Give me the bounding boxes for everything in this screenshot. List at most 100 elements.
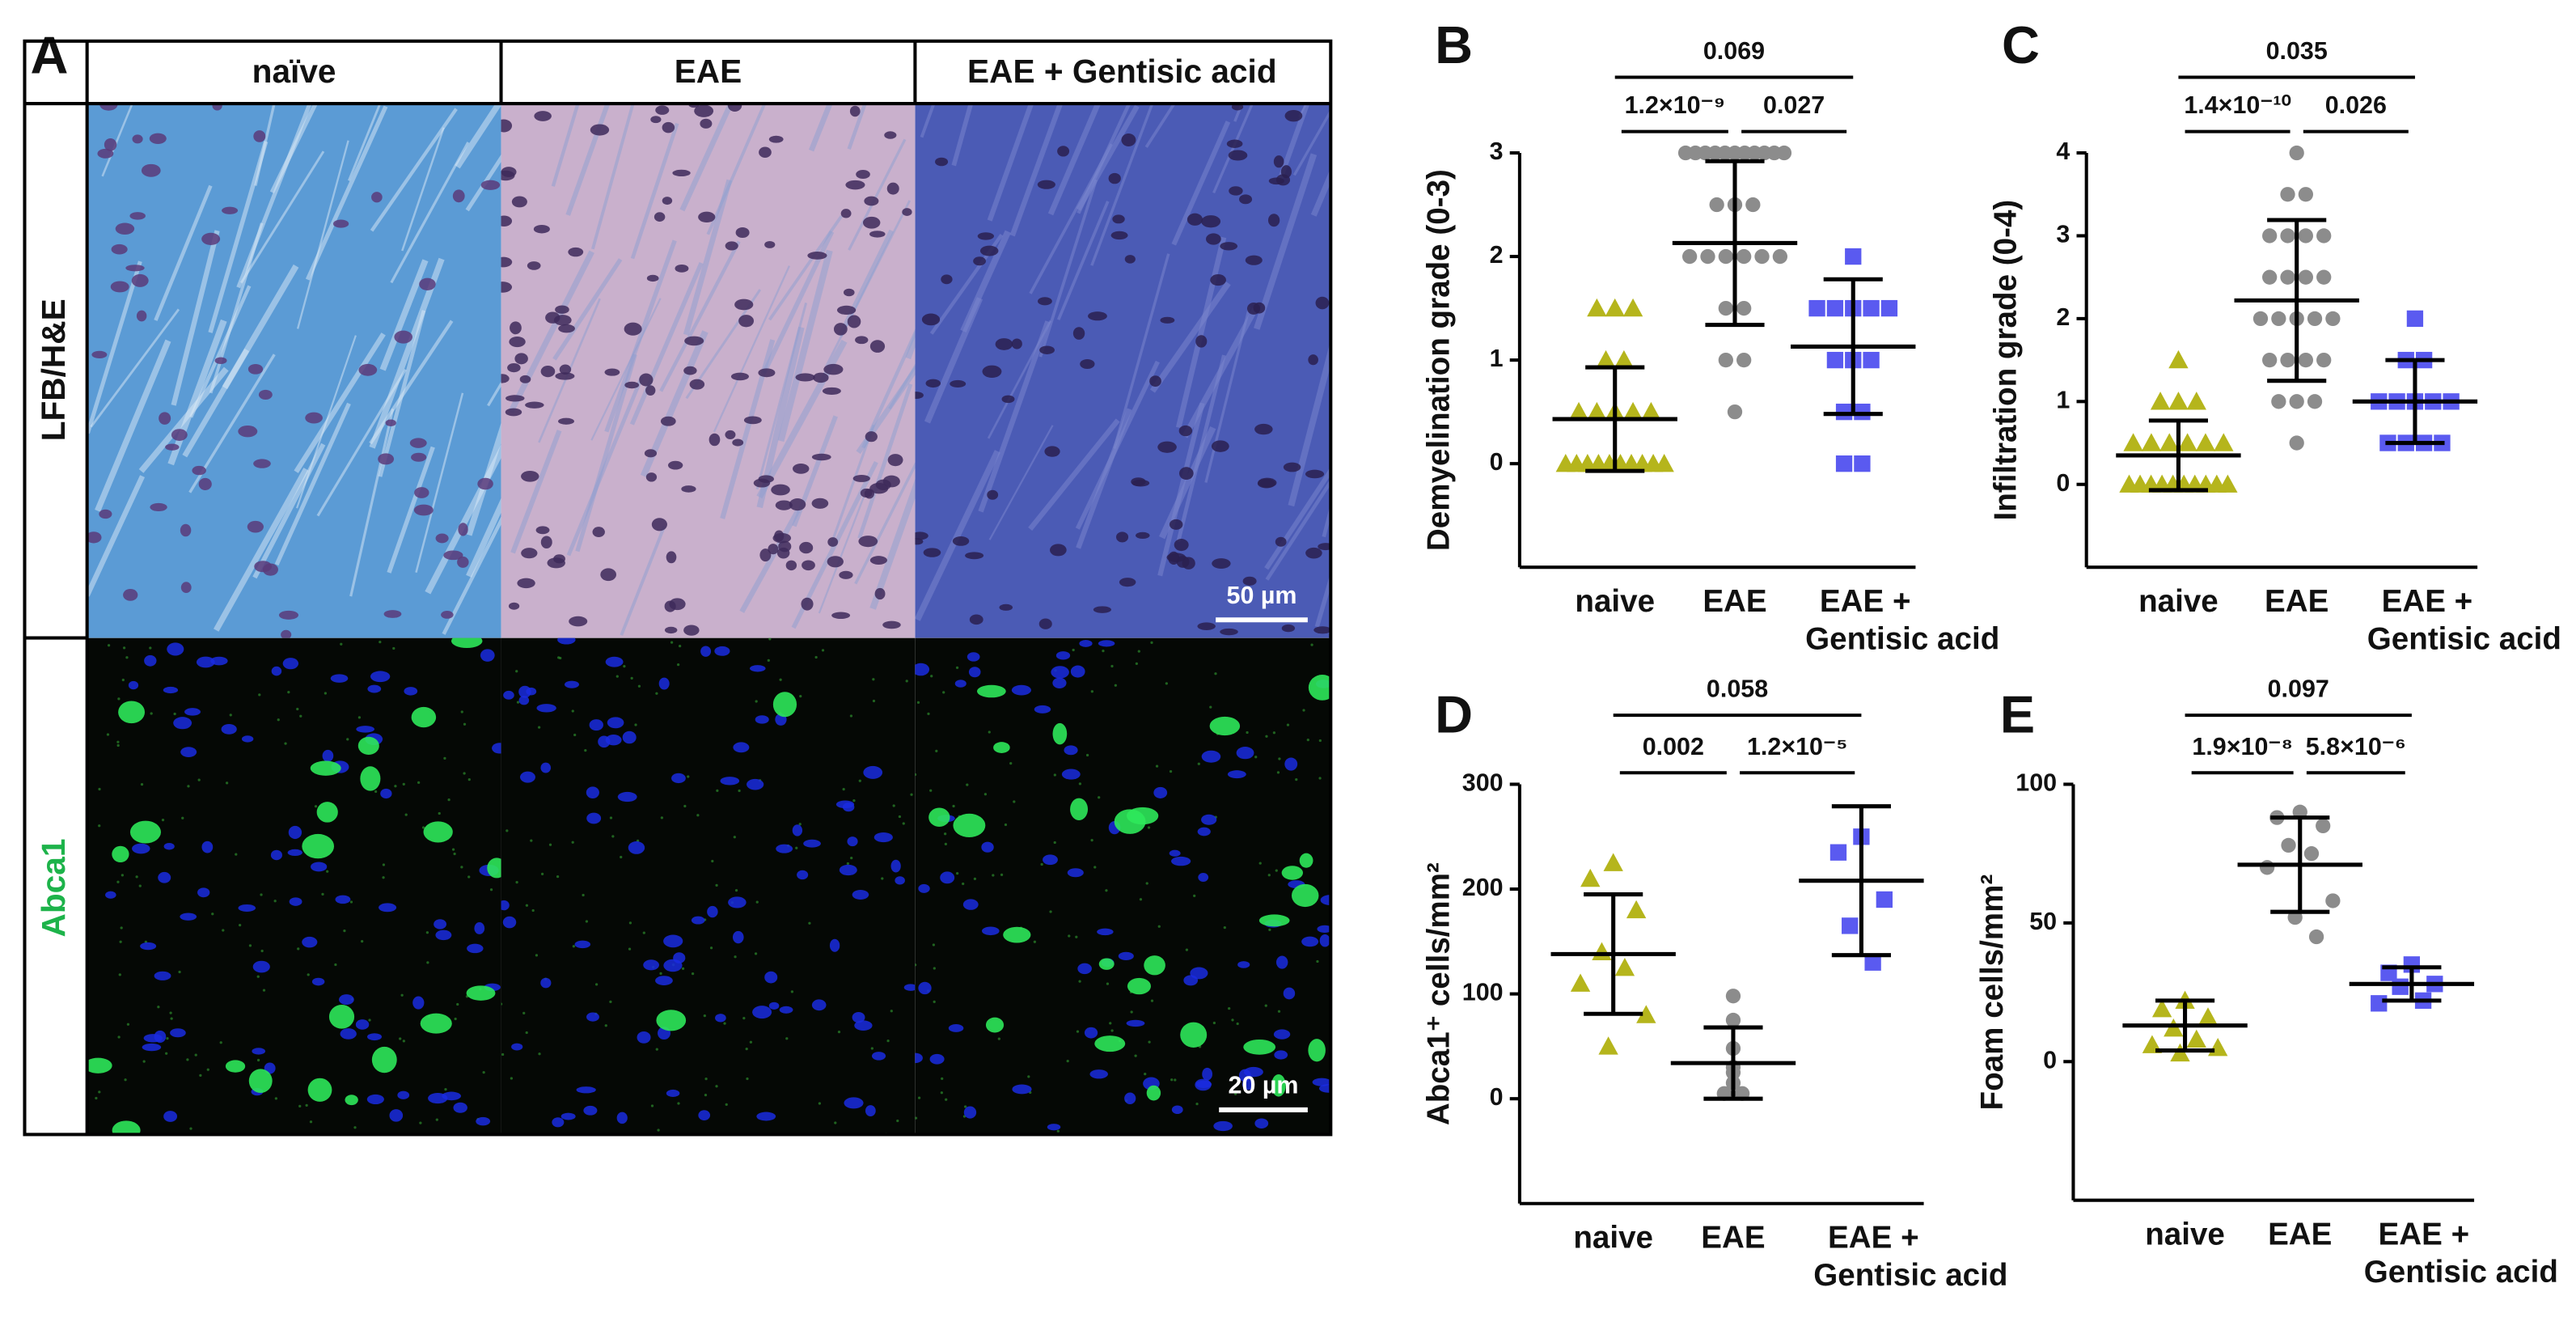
speckle — [157, 1006, 160, 1009]
data-point — [2316, 352, 2332, 368]
speckle — [749, 1040, 753, 1044]
nucleus — [97, 148, 114, 159]
nucleus — [1301, 936, 1319, 947]
stained-cell — [1052, 722, 1068, 745]
nucleus — [1149, 375, 1161, 387]
data-point — [2371, 995, 2388, 1012]
stained-cell — [1070, 798, 1089, 820]
nucleus — [758, 368, 776, 378]
speckle — [1075, 935, 1078, 938]
nucleus — [1237, 961, 1250, 968]
nucleus — [170, 1028, 186, 1038]
nucleus — [419, 277, 436, 290]
speckle — [400, 993, 404, 997]
nucleus — [954, 680, 967, 688]
speckle — [905, 680, 908, 683]
data-point — [1622, 401, 1643, 421]
data-point — [1727, 404, 1743, 420]
speckle — [573, 733, 577, 737]
tissue-fiber — [442, 516, 501, 635]
nucleus — [197, 887, 210, 898]
y-tick-label: 0 — [1490, 448, 1504, 476]
speckle — [165, 1052, 168, 1055]
speckle — [849, 714, 853, 718]
data-point — [1605, 298, 1625, 317]
data-point — [2168, 392, 2189, 410]
tissue-fiber — [95, 339, 171, 512]
data-point — [1709, 197, 1724, 213]
speckle — [453, 852, 456, 856]
data-point — [2141, 433, 2162, 451]
speckle — [676, 663, 680, 667]
speckle — [691, 972, 695, 976]
speckle — [915, 773, 917, 777]
speckle — [711, 859, 714, 863]
data-point — [1835, 403, 1853, 421]
nucleus — [835, 800, 855, 809]
speckle — [609, 1000, 612, 1004]
nucleus — [201, 232, 221, 245]
nucleus — [831, 612, 851, 620]
nucleus — [617, 791, 637, 802]
speckle — [742, 1017, 746, 1020]
nucleus — [811, 453, 831, 461]
tissue-fiber — [455, 104, 501, 169]
nucleus — [864, 196, 879, 206]
stained-cell — [118, 701, 146, 724]
nucleus — [759, 548, 772, 562]
speckle — [940, 1091, 943, 1095]
nucleus — [735, 227, 750, 239]
data-point — [2289, 394, 2304, 409]
speckle — [779, 678, 782, 681]
nucleus — [370, 671, 391, 683]
nucleus — [511, 1043, 523, 1051]
nucleus — [534, 111, 552, 121]
nucleus — [198, 477, 212, 491]
nucleus — [1012, 1084, 1032, 1095]
y-axis-label: Foam cells/mm² — [1975, 874, 2010, 1111]
nucleus — [501, 282, 513, 293]
speckle — [559, 656, 562, 660]
speckle — [1214, 672, 1217, 675]
nucleus — [1305, 547, 1322, 559]
speckle — [531, 908, 535, 913]
nucleus — [733, 742, 750, 753]
nucleus — [339, 994, 354, 1006]
y-tick-label: 3 — [1490, 138, 1504, 165]
nucleus — [1318, 543, 1331, 551]
nucleus — [180, 747, 197, 757]
speckle — [1040, 862, 1043, 866]
data-point — [2262, 269, 2278, 285]
y-tick-label: 100 — [1462, 979, 1504, 1006]
label-line: Gentisic acid — [1813, 1258, 2007, 1293]
data-point — [1592, 942, 1612, 960]
speckle — [910, 793, 913, 796]
nucleus — [278, 610, 299, 620]
speckle — [402, 1040, 405, 1043]
nucleus — [1108, 172, 1121, 184]
speckle — [790, 990, 794, 993]
nucleus — [1243, 1066, 1263, 1078]
speckle — [572, 945, 575, 948]
nucleus — [501, 215, 513, 227]
speckle — [704, 1093, 708, 1097]
nucleus — [1001, 395, 1015, 404]
data-point — [1587, 298, 1607, 317]
nucleus — [1254, 1118, 1269, 1129]
nucleus — [394, 330, 412, 344]
speckle — [916, 701, 920, 704]
stained-cell — [225, 1060, 246, 1073]
speckle — [657, 1129, 660, 1132]
nucleus — [167, 642, 184, 656]
nucleus — [149, 133, 167, 144]
speckle — [467, 778, 471, 781]
nucleus — [968, 667, 981, 678]
nucleus — [158, 871, 171, 883]
nucleus — [340, 1028, 357, 1040]
speckle — [346, 738, 349, 741]
nucleus — [287, 849, 302, 857]
speckle — [755, 900, 759, 904]
data-point — [2208, 1037, 2228, 1057]
nucleus — [725, 241, 738, 251]
data-point — [2298, 269, 2313, 285]
